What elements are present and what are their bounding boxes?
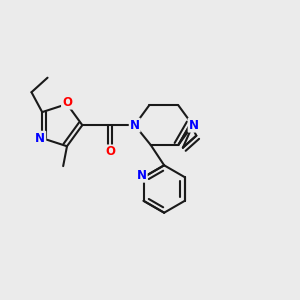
Text: N: N — [35, 132, 45, 145]
Text: O: O — [62, 96, 72, 109]
Text: O: O — [106, 146, 116, 158]
Text: N: N — [130, 118, 140, 132]
Text: N: N — [189, 118, 199, 132]
Text: N: N — [137, 169, 147, 182]
